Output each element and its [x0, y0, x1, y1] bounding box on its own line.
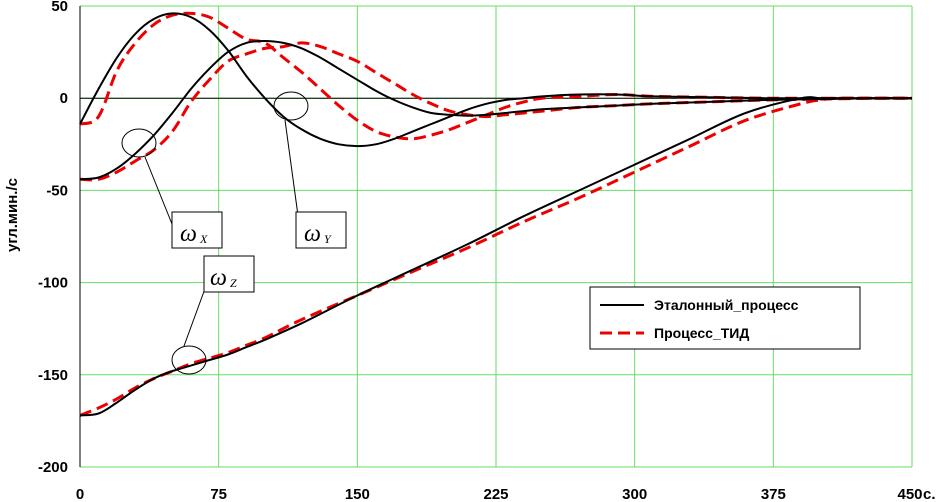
x-tick-label: 0 [76, 486, 84, 502]
annotation-omega-z: ω [210, 265, 227, 291]
y-tick-labels: 50 0 -50 -100 -150 -200 [38, 0, 68, 476]
series-line-reference-omega-z [79, 96, 912, 417]
legend-label-reference: Эталонный_процесс [654, 297, 799, 313]
legend-label-tid: Процесс_ТИД [654, 325, 749, 341]
annotation-sub-y: Y [324, 232, 332, 246]
legend: Эталонный_процесс Процесс_ТИД [589, 286, 861, 350]
annotation-sub-x: X [199, 232, 208, 246]
y-tick-label: -200 [38, 459, 68, 476]
x-unit-label: с. [923, 486, 936, 502]
x-tick-label: 300 [622, 486, 647, 502]
leader-line-x [144, 156, 173, 225]
annotation-box-y [295, 211, 347, 249]
series-line-reference-omega-x [79, 12, 912, 148]
annotation-circle-y [273, 91, 309, 121]
y-tick-label: -150 [38, 367, 68, 384]
annotation-circle-z [171, 345, 207, 375]
annotation-box-z [203, 255, 255, 293]
y-tick-label: 0 [60, 90, 68, 107]
annotation-circle-x [121, 128, 157, 158]
x-tick-labels: 0 75 150 225 300 375 450 [76, 486, 923, 502]
x-tick-label: 225 [483, 486, 508, 502]
annotation-sub-z: Z [230, 276, 237, 290]
y-axis-title: угл.мин./с [4, 178, 21, 252]
series-layer [79, 11, 913, 417]
x-tick-label: 150 [345, 486, 370, 502]
x-tick-label: 450 [897, 486, 922, 502]
annotation-omega-x: ω [180, 221, 197, 247]
annotation-box-x [171, 211, 223, 249]
legend-box [589, 286, 861, 350]
annotation-omega-y: ω [304, 221, 321, 247]
leader-line-y [284, 119, 300, 224]
y-tick-label: -100 [38, 275, 68, 292]
annotations: ω X ω Y ω Z [121, 91, 347, 375]
x-tick-label: 75 [210, 486, 227, 502]
y-tick-label: -50 [46, 182, 68, 199]
y-tick-label: 50 [51, 0, 68, 15]
series-line-reference-omega-y [79, 40, 913, 181]
x-tick-label: 375 [761, 486, 786, 502]
